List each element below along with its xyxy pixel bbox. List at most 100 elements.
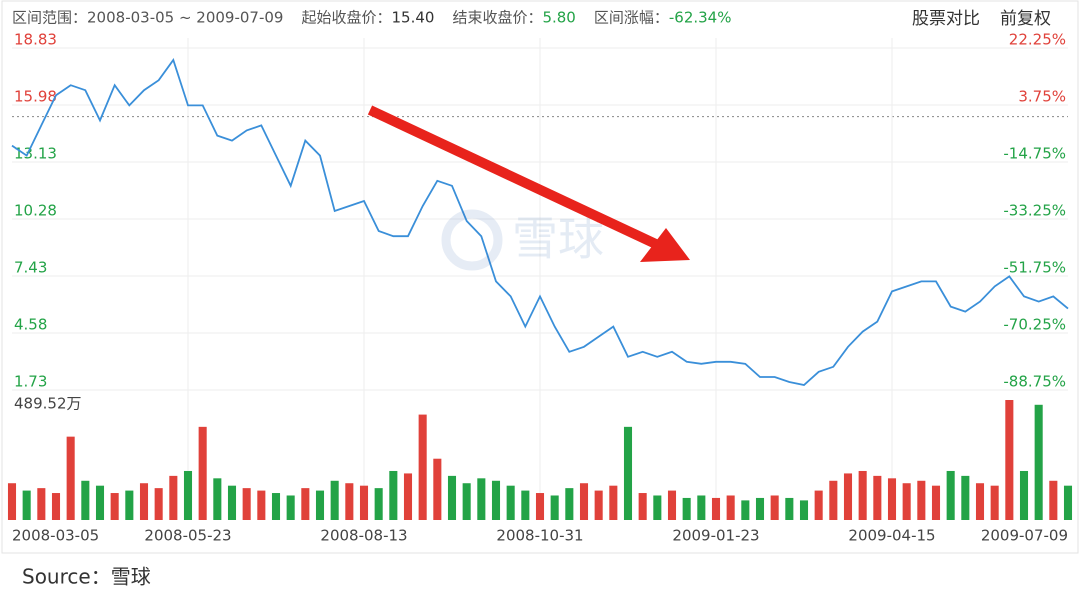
header-value: -62.34% xyxy=(669,9,732,27)
y2-tick-label: -70.25% xyxy=(1003,316,1066,334)
volume-bar xyxy=(609,485,618,520)
volume-bar xyxy=(169,475,178,520)
header-label: 起始收盘价： xyxy=(301,9,391,27)
volume-bar xyxy=(374,488,383,520)
volume-bar xyxy=(345,483,354,520)
toggle-button[interactable]: 前复权 xyxy=(1000,9,1051,29)
y-tick-label: 10.28 xyxy=(14,202,57,220)
price-line xyxy=(11,58,1069,386)
volume-max-label: 489.52万 xyxy=(14,395,82,413)
trend-arrow xyxy=(367,105,690,262)
volume-bar xyxy=(682,497,691,520)
volume-bar xyxy=(1063,485,1073,520)
volume-bar xyxy=(1005,400,1014,520)
watermark: 雪球 xyxy=(441,209,604,271)
x-tick-label: 2008-08-13 xyxy=(320,527,407,545)
volume-bar xyxy=(741,500,750,520)
volume-bar xyxy=(447,475,457,520)
volume-bar xyxy=(594,490,603,520)
y2-tick-label: -88.75% xyxy=(1003,373,1066,391)
volume-bar xyxy=(462,483,471,520)
volume-bar xyxy=(902,483,911,520)
volume-bar xyxy=(843,473,853,520)
volume-bar xyxy=(110,493,119,520)
volume-bar xyxy=(301,488,310,520)
x-tick-label: 2008-05-23 xyxy=(144,527,231,545)
volume-bar xyxy=(95,485,105,520)
y-tick-label: 1.73 xyxy=(14,373,47,391)
x-tick-label: 2008-10-31 xyxy=(496,527,583,545)
volume-bar xyxy=(286,495,295,520)
volume-bar xyxy=(213,478,222,520)
volume-bar xyxy=(154,488,163,520)
volume-bar xyxy=(315,490,325,520)
volume-bar xyxy=(81,480,90,520)
volume-bar xyxy=(726,495,735,520)
volume-bar xyxy=(198,426,207,520)
header-label: 结束收盘价： xyxy=(452,9,542,27)
volume-bar xyxy=(1034,404,1043,520)
volume-bar xyxy=(711,497,721,520)
volume-bar xyxy=(433,458,442,520)
volume-bar xyxy=(183,470,193,520)
volume-bar xyxy=(125,490,134,520)
header-label: 区间范围： xyxy=(12,9,87,27)
volume-bar xyxy=(1049,480,1058,520)
volume-bar xyxy=(227,485,237,520)
volume-bar xyxy=(946,470,955,520)
volume-bar xyxy=(242,488,251,520)
volume-bar xyxy=(506,485,515,520)
volume-bar xyxy=(917,480,926,520)
y-tick-label: 15.98 xyxy=(14,88,57,106)
volume-bar xyxy=(330,480,339,520)
volume-bar xyxy=(535,493,545,520)
volume-bar xyxy=(799,500,809,520)
volume-bar xyxy=(66,436,75,520)
source: Source：雪球 xyxy=(22,565,151,589)
y-tick-label: 18.83 xyxy=(14,31,57,49)
y2-tick-label: 22.25% xyxy=(1009,31,1066,49)
volume-bar xyxy=(521,490,530,520)
volume-bar xyxy=(418,414,427,520)
volume-bar xyxy=(858,470,867,520)
volume-bar xyxy=(477,478,486,520)
volume-bar xyxy=(961,475,970,520)
toggle-button[interactable]: 股票对比 xyxy=(912,9,980,29)
volume-bar xyxy=(770,495,779,520)
volume-bar xyxy=(990,485,999,520)
volume-bar xyxy=(697,495,706,520)
y2-tick-label: -33.25% xyxy=(1003,202,1066,220)
volume-bar xyxy=(550,495,559,520)
y2-tick-label: -14.75% xyxy=(1003,145,1066,163)
y2-tick-label: 3.75% xyxy=(1018,88,1066,106)
volume-bar xyxy=(359,485,369,520)
volume-bar xyxy=(755,497,765,520)
volume-bar xyxy=(931,485,941,520)
y-tick-label: 4.58 xyxy=(14,316,47,334)
volume-bar xyxy=(829,480,838,520)
volume-bar xyxy=(139,483,149,520)
header-label: 区间涨幅： xyxy=(594,9,669,27)
volume-bar xyxy=(51,493,61,520)
volume-bar xyxy=(785,497,794,520)
volume-bar xyxy=(873,475,882,520)
volume-bar xyxy=(403,473,413,520)
header-value: 15.40 xyxy=(391,9,434,27)
volume-bar xyxy=(638,493,647,520)
volume-bar xyxy=(22,490,31,520)
y2-tick-label: -51.75% xyxy=(1003,259,1066,277)
y-tick-label: 13.13 xyxy=(14,145,57,163)
volume-bar xyxy=(7,483,17,520)
volume-bar xyxy=(975,483,985,520)
volume-bar xyxy=(389,470,398,520)
header-value: 5.80 xyxy=(542,9,575,27)
volume-bar xyxy=(1019,470,1029,520)
x-tick-label: 2009-04-15 xyxy=(848,527,935,545)
volume-bar xyxy=(37,488,46,520)
x-tick-label: 2009-07-09 xyxy=(981,527,1068,545)
volume-bar xyxy=(271,493,281,520)
y-tick-label: 7.43 xyxy=(14,259,47,277)
volume-bar xyxy=(579,483,589,520)
header-value: 2008-03-05 ~ 2009-07-09 xyxy=(87,9,283,27)
